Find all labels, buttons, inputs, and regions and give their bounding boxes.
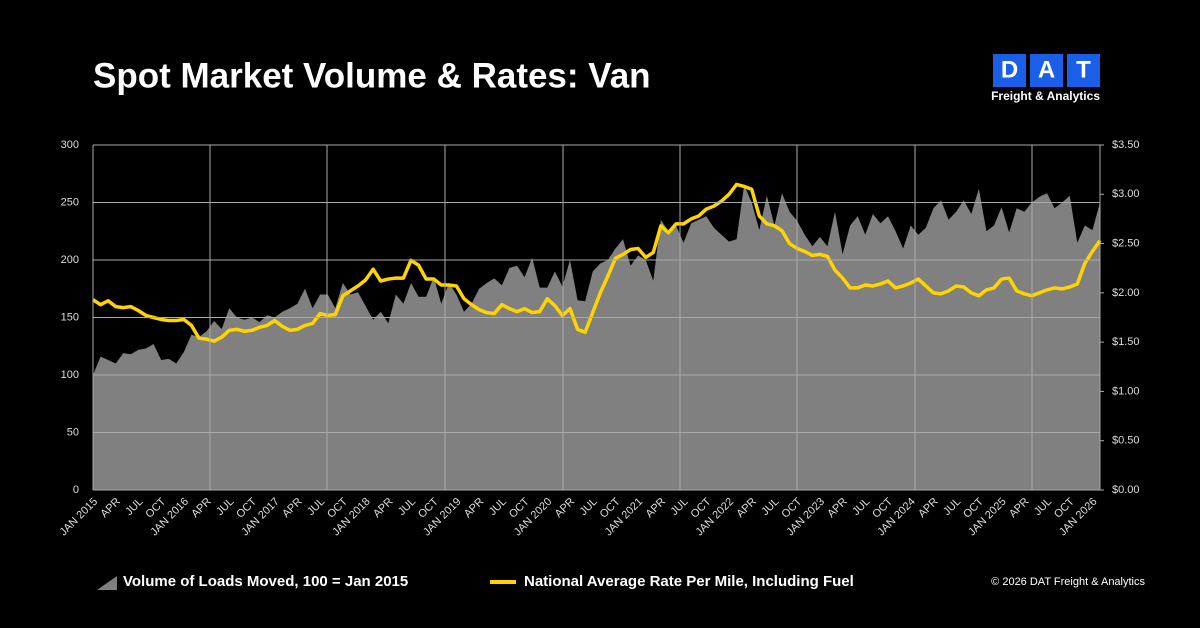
volume-area xyxy=(93,185,1100,490)
x-tick-label: APR xyxy=(280,496,305,521)
logo-box xyxy=(1067,54,1100,87)
legend-swatch xyxy=(97,576,117,590)
x-tick-label: APR xyxy=(371,496,396,521)
legend-label: Volume of Loads Moved, 100 = Jan 2015 xyxy=(123,573,408,590)
x-tick-label: APR xyxy=(825,496,850,521)
y2-tick-label: $1.00 xyxy=(1112,385,1140,397)
x-tick-label: APR xyxy=(644,496,669,521)
y-tick-label: 200 xyxy=(61,254,79,266)
x-tick-label: JUL xyxy=(850,496,872,518)
rate-line xyxy=(92,182,1102,343)
y2-tick-label: $1.50 xyxy=(1112,336,1140,348)
x-tick-label: JUL xyxy=(578,496,600,518)
y-tick-label: 50 xyxy=(67,426,79,438)
x-tick-label: APR xyxy=(916,496,941,521)
x-tick-label: JUL xyxy=(305,496,327,518)
x-tick-label: APR xyxy=(98,496,123,521)
y-tick-label: 300 xyxy=(61,139,79,151)
x-tick-label: JUL xyxy=(668,496,690,518)
y2-tick-label: $0.00 xyxy=(1112,484,1140,496)
logo-letter: A xyxy=(1038,56,1055,83)
y-tick-label: 100 xyxy=(61,369,79,381)
x-tick-label: JUL xyxy=(123,496,145,518)
x-tick-label: APR xyxy=(734,496,759,521)
y2-tick-label: $2.50 xyxy=(1112,237,1140,249)
y2-tick-label: $3.50 xyxy=(1112,139,1140,151)
x-tick-label: JUL xyxy=(759,496,781,518)
y2-tick-label: $3.00 xyxy=(1112,188,1140,200)
y-tick-label: 250 xyxy=(61,196,79,208)
x-tick-label: JUL xyxy=(214,496,236,518)
chart-title: Spot Market Volume & Rates: Van xyxy=(93,56,651,95)
logo-box xyxy=(1030,54,1063,87)
y-tick-label: 150 xyxy=(61,311,79,323)
x-tick-label: APR xyxy=(553,496,578,521)
logo-letter: T xyxy=(1076,56,1091,83)
x-tick-label: JAN 2015 xyxy=(58,496,101,539)
x-tick-label: JUL xyxy=(1032,496,1054,518)
logo-box xyxy=(993,54,1026,87)
x-tick-label: APR xyxy=(189,496,214,521)
logo-tagline: Freight & Analytics xyxy=(991,89,1100,103)
x-tick-label: JUL xyxy=(941,496,963,518)
x-tick-label: APR xyxy=(1007,496,1032,521)
legend-label: National Average Rate Per Mile, Includin… xyxy=(524,573,854,590)
y2-tick-label: $0.50 xyxy=(1112,435,1140,447)
copyright: © 2026 DAT Freight & Analytics xyxy=(991,576,1145,588)
x-tick-label: JUL xyxy=(487,496,509,518)
y-tick-label: 0 xyxy=(73,484,79,496)
x-tick-label: JUL xyxy=(396,496,418,518)
y2-tick-label: $2.00 xyxy=(1112,287,1140,299)
x-tick-label: APR xyxy=(462,496,487,521)
logo-letter: D xyxy=(1001,56,1018,83)
